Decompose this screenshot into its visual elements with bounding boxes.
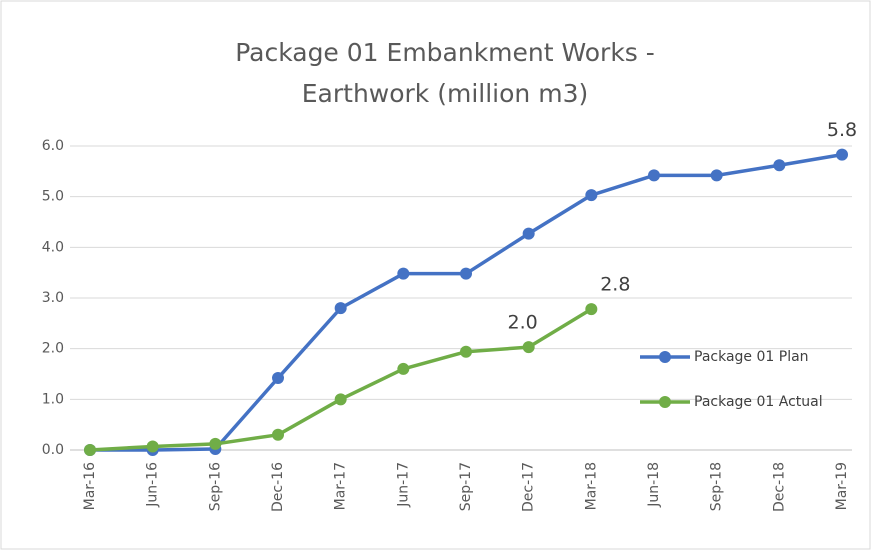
data-label: 5.8 <box>827 119 857 141</box>
legend-marker <box>659 396 671 408</box>
point <box>648 169 660 182</box>
point <box>146 440 159 453</box>
point <box>585 303 598 316</box>
x-tick-label: Mar-17 <box>333 462 349 510</box>
data-label: 2.0 <box>508 312 538 334</box>
x-tick-label: Dec-18 <box>771 462 787 512</box>
y-tick-label: 3.0 <box>42 290 64 306</box>
x-tick-label: Sep-18 <box>709 462 725 511</box>
y-tick-label: 5.0 <box>42 189 64 205</box>
point <box>522 227 535 240</box>
data-label: 2.8 <box>600 274 630 296</box>
point <box>397 362 410 375</box>
point <box>460 345 472 358</box>
y-tick-label: 4.0 <box>42 239 64 255</box>
legend-label: Package 01 Plan <box>694 349 809 365</box>
x-tick-label: Sep-16 <box>207 462 223 511</box>
x-tick-label: Dec-16 <box>270 462 286 512</box>
chart-title: Earthwork (million m3) <box>302 79 588 108</box>
x-tick-label: Jun-17 <box>395 462 411 508</box>
y-tick-label: 6.0 <box>42 138 64 154</box>
point <box>209 437 222 450</box>
point <box>397 267 410 280</box>
point <box>84 444 96 456</box>
point <box>272 428 284 441</box>
point <box>522 341 535 354</box>
legend-marker <box>659 351 671 363</box>
point <box>836 148 848 161</box>
point <box>585 189 598 202</box>
x-tick-label: Mar-16 <box>82 462 98 510</box>
chart-title: Package 01 Embankment Works - <box>235 38 655 67</box>
x-tick-label: Mar-18 <box>583 462 599 510</box>
point <box>460 267 472 280</box>
point <box>773 159 786 172</box>
point <box>334 302 347 315</box>
point <box>334 393 347 406</box>
x-tick-label: Sep-17 <box>458 462 474 511</box>
point <box>710 169 723 182</box>
x-tick-label: Mar-19 <box>834 462 850 510</box>
x-tick-label: Jun-18 <box>646 462 662 508</box>
point <box>272 372 284 385</box>
y-tick-label: 1.0 <box>42 391 64 407</box>
y-tick-label: 2.0 <box>42 341 64 357</box>
y-tick-label: 0.0 <box>42 442 64 458</box>
x-tick-label: Jun-16 <box>145 462 161 508</box>
x-tick-label: Dec-17 <box>521 462 537 512</box>
legend-label: Package 01 Actual <box>694 394 823 410</box>
